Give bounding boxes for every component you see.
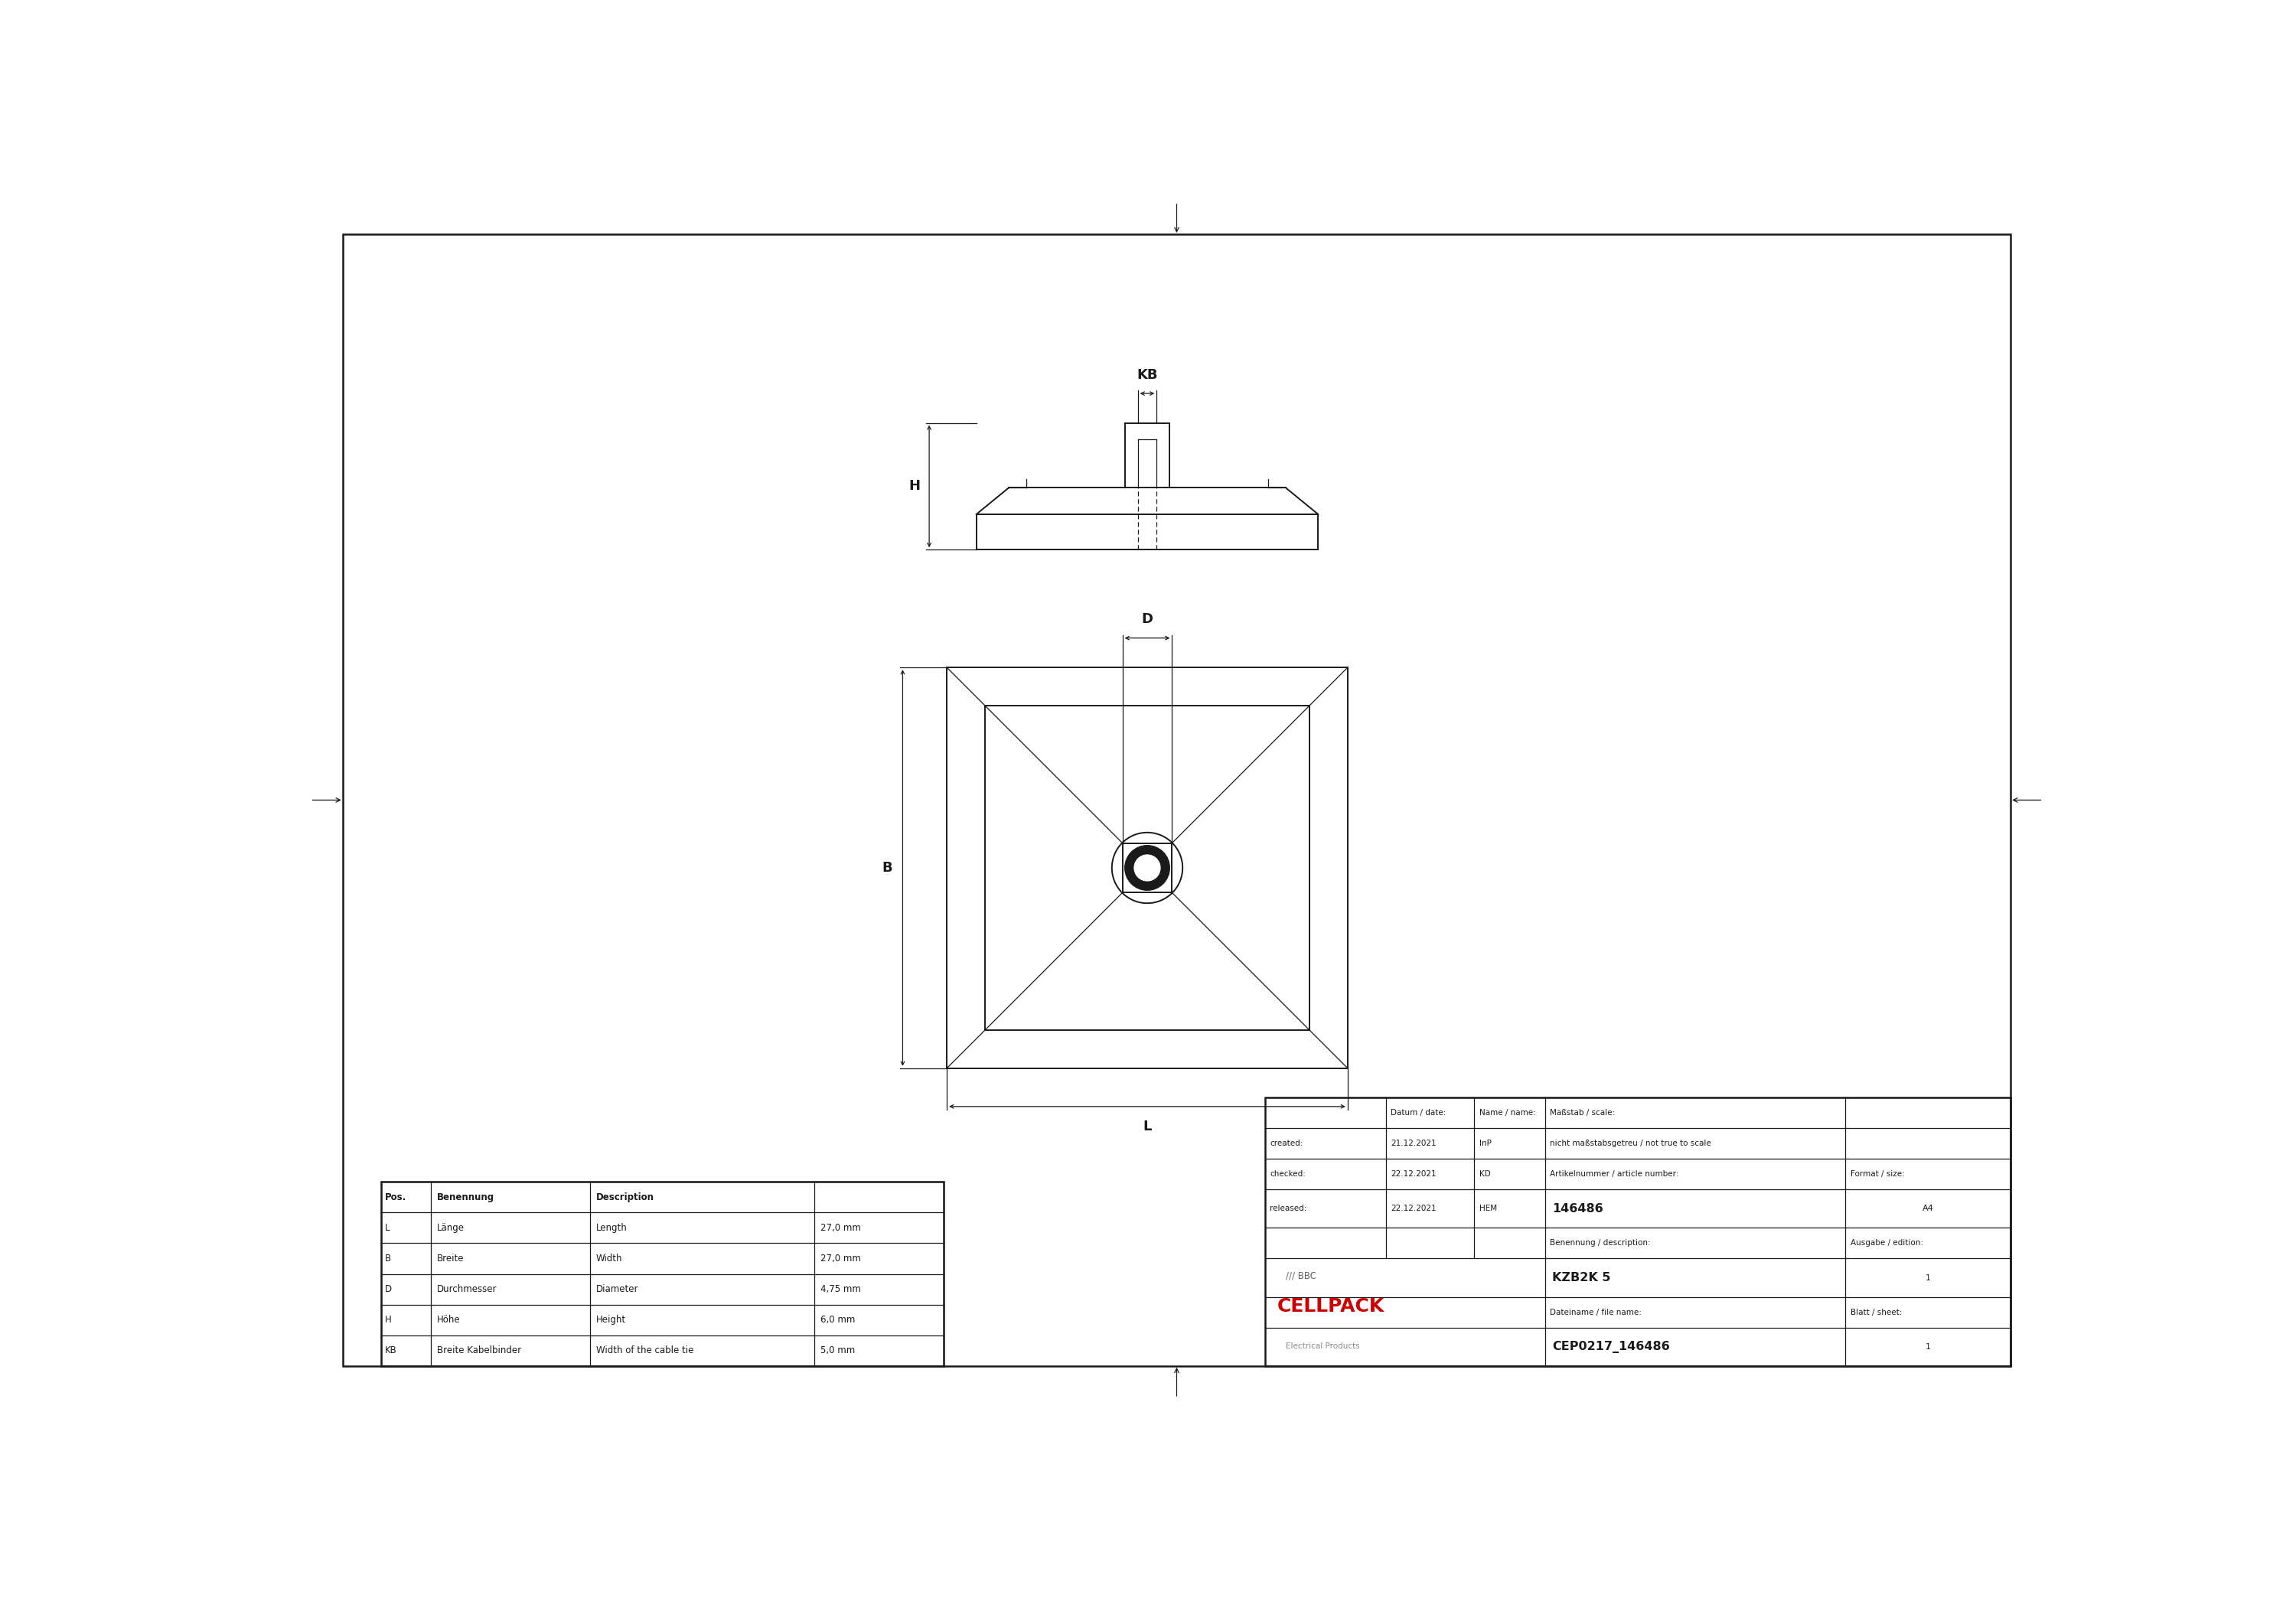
Text: Pos.: Pos.	[386, 1192, 406, 1202]
Bar	[381, 1182, 944, 1366]
Text: created:: created:	[1270, 1140, 1304, 1148]
Text: Diameter: Diameter	[597, 1285, 638, 1294]
Text: 22.12.2021: 22.12.2021	[1391, 1171, 1437, 1177]
Text: 6,0 mm: 6,0 mm	[820, 1315, 854, 1325]
Text: nicht maßstabsgetreu / not true to scale: nicht maßstabsgetreu / not true to scale	[1550, 1140, 1711, 1148]
Text: Length: Length	[597, 1223, 627, 1233]
Text: H: H	[909, 479, 921, 494]
Text: L: L	[1143, 1119, 1153, 1134]
Text: Artikelnummer / article number:: Artikelnummer / article number:	[1550, 1171, 1678, 1177]
Text: 27,0 mm: 27,0 mm	[820, 1254, 861, 1263]
Text: Datum / date:: Datum / date:	[1391, 1109, 1446, 1117]
Text: 5,0 mm: 5,0 mm	[820, 1346, 854, 1356]
Text: 1: 1	[1926, 1273, 1931, 1281]
Text: 21.12.2021: 21.12.2021	[1391, 1140, 1437, 1148]
Circle shape	[1125, 846, 1169, 890]
Text: Width: Width	[597, 1254, 622, 1263]
Text: Electrical Products: Electrical Products	[1286, 1343, 1359, 1350]
Text: 27,0 mm: 27,0 mm	[820, 1223, 861, 1233]
Text: Format / size:: Format / size:	[1851, 1171, 1903, 1177]
Text: Height: Height	[597, 1315, 627, 1325]
Text: L: L	[386, 1223, 390, 1233]
Text: Höhe: Höhe	[436, 1315, 461, 1325]
Text: HEM: HEM	[1479, 1205, 1497, 1213]
Text: A4: A4	[1922, 1205, 1933, 1213]
Text: Description: Description	[597, 1192, 654, 1202]
Text: CEP0217_146486: CEP0217_146486	[1552, 1340, 1669, 1353]
Text: H: H	[386, 1315, 390, 1325]
Text: 146486: 146486	[1552, 1203, 1603, 1215]
Bar	[1265, 1098, 2011, 1366]
Text: Dateiname / file name:: Dateiname / file name:	[1550, 1309, 1642, 1315]
Text: KB: KB	[386, 1346, 397, 1356]
Text: Benennung / description:: Benennung / description:	[1550, 1239, 1651, 1247]
Text: Breite: Breite	[436, 1254, 464, 1263]
Text: D: D	[1141, 612, 1153, 627]
Text: 4,75 mm: 4,75 mm	[820, 1285, 861, 1294]
Text: KZB2K 5: KZB2K 5	[1552, 1272, 1609, 1283]
Text: Blatt / sheet:: Blatt / sheet:	[1851, 1309, 1901, 1315]
Text: Durchmesser: Durchmesser	[436, 1285, 498, 1294]
Text: Breite Kabelbinder: Breite Kabelbinder	[436, 1346, 521, 1356]
Text: B: B	[882, 861, 893, 875]
Text: Länge: Länge	[436, 1223, 464, 1233]
Text: Width of the cable tie: Width of the cable tie	[597, 1346, 693, 1356]
Text: Name / name:: Name / name:	[1479, 1109, 1536, 1117]
Text: KD: KD	[1479, 1171, 1490, 1177]
Text: 22.12.2021: 22.12.2021	[1391, 1205, 1437, 1213]
Text: D: D	[386, 1285, 393, 1294]
Text: Maßstab / scale:: Maßstab / scale:	[1550, 1109, 1614, 1117]
Text: released:: released:	[1270, 1205, 1306, 1213]
Text: B: B	[386, 1254, 390, 1263]
Text: Benennung: Benennung	[436, 1192, 494, 1202]
Text: checked:: checked:	[1270, 1171, 1306, 1177]
Text: InP: InP	[1479, 1140, 1490, 1148]
Text: KB: KB	[1137, 369, 1157, 382]
Text: 1: 1	[1926, 1343, 1931, 1351]
Text: CELLPACK: CELLPACK	[1277, 1298, 1384, 1315]
Circle shape	[1134, 854, 1159, 880]
Text: /// BBC: /// BBC	[1286, 1270, 1316, 1281]
Text: Ausgabe / edition:: Ausgabe / edition:	[1851, 1239, 1924, 1247]
